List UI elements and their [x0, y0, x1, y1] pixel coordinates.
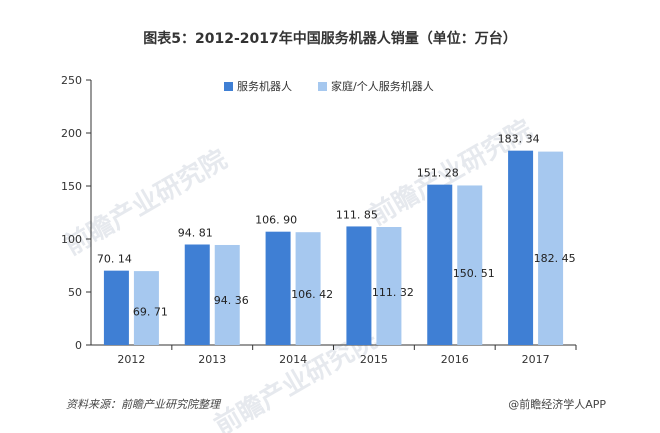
data-label-service-robot: 106. 90 — [255, 214, 297, 227]
y-tick-label: 0 — [75, 339, 82, 352]
bar-home-personal-robot — [538, 151, 564, 345]
y-tick-label: 200 — [61, 127, 82, 140]
x-tick-label: 2016 — [441, 353, 469, 366]
bar-service-robot — [346, 226, 372, 345]
bar-service-robot — [508, 150, 534, 345]
bar-service-robot — [103, 270, 129, 345]
watermark-text: 前瞻产业研究院 — [59, 144, 232, 262]
y-tick-label: 100 — [61, 233, 82, 246]
data-label-home-personal-robot: 94. 36 — [214, 294, 249, 307]
bar-service-robot — [184, 244, 210, 345]
bar-home-personal-robot — [295, 232, 321, 345]
data-label-home-personal-robot: 182. 45 — [534, 252, 576, 265]
data-label-service-robot: 111. 85 — [336, 208, 378, 221]
data-label-home-personal-robot: 111. 32 — [372, 286, 414, 299]
data-label-service-robot: 94. 81 — [178, 227, 213, 240]
legend-swatch-home-personal-robot — [318, 82, 327, 91]
bar-home-personal-robot — [376, 227, 402, 345]
x-tick-label: 2017 — [522, 353, 550, 366]
data-label-service-robot: 183. 34 — [498, 133, 540, 146]
x-tick-label: 2012 — [117, 353, 145, 366]
legend-swatch-service-robot — [224, 82, 233, 91]
data-label-home-personal-robot: 69. 71 — [133, 306, 168, 319]
bar-home-personal-robot — [133, 271, 159, 345]
legend-label-service-robot: 服务机器人 — [237, 79, 292, 93]
bar-home-personal-robot — [214, 244, 240, 345]
data-label-service-robot: 151. 28 — [417, 167, 459, 180]
data-label-home-personal-robot: 150. 51 — [453, 267, 495, 280]
x-tick-label: 2013 — [198, 353, 226, 366]
legend-label-home-personal-robot: 家庭/个人服务机器人 — [331, 79, 434, 93]
x-tick-label: 2014 — [279, 353, 307, 366]
x-tick-label: 2015 — [360, 353, 388, 366]
data-label-service-robot: 70. 14 — [97, 253, 132, 266]
bar-service-robot — [265, 231, 291, 345]
source-note: 资料来源：前瞻产业研究院整理 — [66, 398, 220, 411]
y-tick-label: 150 — [61, 180, 82, 193]
data-label-home-personal-robot: 106. 42 — [291, 288, 333, 301]
bar-home-personal-robot — [457, 185, 483, 345]
chart-title: 图表5：2012-2017年中国服务机器人销量（单位：万台） — [143, 31, 517, 47]
y-tick-label: 50 — [68, 286, 82, 299]
credit-note: @前瞻经济学人APP — [508, 398, 606, 411]
bar-service-robot — [427, 184, 453, 345]
y-tick-label: 250 — [61, 74, 82, 87]
